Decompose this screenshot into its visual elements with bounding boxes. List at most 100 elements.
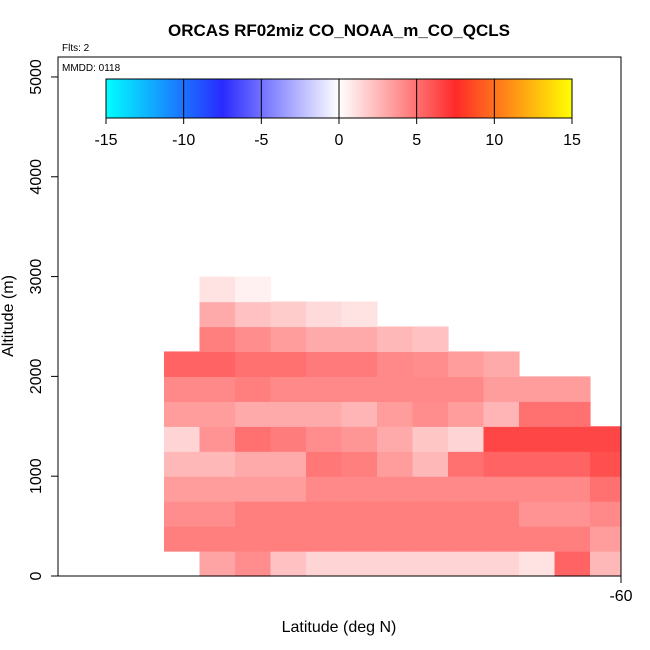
heatmap-cell — [377, 401, 414, 427]
heatmap-cell — [412, 526, 449, 552]
heatmap-cell — [341, 426, 378, 452]
heatmap-cell — [483, 501, 520, 527]
heatmap-cell — [235, 476, 272, 502]
heatmap-cell — [199, 501, 236, 527]
heatmap-cell — [448, 451, 485, 477]
x-axis-label: Latitude (deg N) — [282, 619, 397, 636]
heatmap-cell — [412, 451, 449, 477]
heatmap-cell — [377, 526, 414, 552]
heatmap-cell — [164, 426, 201, 452]
heatmap-cell — [164, 476, 201, 502]
heatmap-cell — [235, 276, 272, 303]
heatmap-cell — [412, 501, 449, 527]
heatmap-cell — [341, 551, 378, 577]
y-tick-label: 5000 — [28, 59, 45, 95]
heatmap-cell — [519, 501, 556, 527]
heatmap-cell — [448, 526, 485, 552]
heatmap-cell — [377, 426, 414, 452]
heatmap-cell — [270, 301, 307, 328]
heatmap-cell — [412, 326, 449, 353]
heatmap-cell — [235, 376, 272, 402]
heatmap-cell — [270, 326, 307, 353]
colorbar-tick-label: 5 — [412, 132, 421, 149]
heatmap-cell — [235, 326, 272, 353]
heatmap-cell — [235, 501, 272, 527]
heatmap-cell — [590, 551, 621, 577]
y-tick-label: 0 — [28, 571, 45, 580]
heatmap-cell — [554, 551, 591, 577]
date-annotation: MMDD: 0118 — [62, 63, 121, 74]
heatmap-cell — [306, 426, 343, 452]
heatmap-cell — [270, 476, 307, 502]
heatmap-cell — [412, 351, 449, 377]
heatmap-cell — [590, 501, 621, 527]
heatmap-cell — [483, 526, 520, 552]
heatmap-cell — [235, 426, 272, 452]
heatmap-cell — [554, 476, 591, 502]
heatmap-cell — [519, 426, 556, 452]
heatmap-cell — [519, 376, 556, 402]
heatmap-cell — [199, 401, 236, 427]
heatmap-cell — [306, 376, 343, 402]
heatmap-cell — [483, 376, 520, 402]
colorbar-tick-label: -10 — [172, 132, 195, 149]
heatmap-cell — [235, 451, 272, 477]
heatmap-cell — [483, 426, 520, 452]
heatmap-cell — [235, 526, 272, 552]
heatmap-cell — [448, 476, 485, 502]
colorbar-tick-label: -5 — [254, 132, 268, 149]
heatmap-cell — [590, 476, 621, 502]
heatmap-cell — [270, 401, 307, 427]
heatmap-cell — [306, 301, 343, 328]
y-tick-label: 1000 — [28, 458, 45, 494]
heatmap-cell — [235, 401, 272, 427]
y-tick-label: 2000 — [28, 358, 45, 394]
heatmap-cell — [412, 551, 449, 577]
colorbar-tick-label: 0 — [335, 132, 344, 149]
colorbar-tick-label: -15 — [94, 132, 117, 149]
heatmap-cell — [199, 351, 236, 377]
heatmap-cell — [235, 301, 272, 328]
heatmap-cell — [483, 351, 520, 377]
heatmap-cell — [199, 426, 236, 452]
heatmap-cells — [164, 276, 621, 577]
heatmap-cell — [341, 501, 378, 527]
heatmap-cell — [306, 326, 343, 353]
heatmap-cell — [306, 476, 343, 502]
heatmap-cell — [554, 501, 591, 527]
heatmap-cell — [270, 451, 307, 477]
heatmap-cell — [341, 326, 378, 353]
heatmap-cell — [377, 476, 414, 502]
heatmap-cell — [164, 376, 201, 402]
heatmap-cell — [306, 351, 343, 377]
heatmap-cell — [377, 501, 414, 527]
heatmap-cell — [448, 501, 485, 527]
y-axis-label: Altitude (m) — [0, 275, 17, 357]
flights-annotation: Flts: 2 — [62, 43, 90, 54]
heatmap-cell — [270, 426, 307, 452]
heatmap-cell — [164, 451, 201, 477]
heatmap-cell — [235, 551, 272, 577]
heatmap-cell — [483, 451, 520, 477]
heatmap-cell — [199, 476, 236, 502]
heatmap-cell — [306, 401, 343, 427]
heatmap-cell — [519, 476, 556, 502]
heatmap-cell — [341, 476, 378, 502]
y-tick-label: 4000 — [28, 159, 45, 195]
heatmap-cell — [306, 451, 343, 477]
heatmap-cell — [590, 451, 621, 477]
heatmap-cell — [483, 401, 520, 427]
chart-title: ORCAS RF02miz CO_NOAA_m_CO_QCLS — [168, 21, 510, 40]
heatmap-cell — [377, 551, 414, 577]
heatmap-cell — [554, 426, 591, 452]
heatmap-cell — [377, 326, 414, 353]
heatmap-cell — [590, 426, 621, 452]
heatmap-cell — [164, 526, 201, 552]
heatmap-cell — [199, 326, 236, 353]
heatmap-cell — [164, 351, 201, 377]
colorbar-tick-label: 15 — [563, 132, 581, 149]
heatmap-cell — [519, 451, 556, 477]
heatmap-cell — [270, 551, 307, 577]
heatmap-cell — [235, 351, 272, 377]
